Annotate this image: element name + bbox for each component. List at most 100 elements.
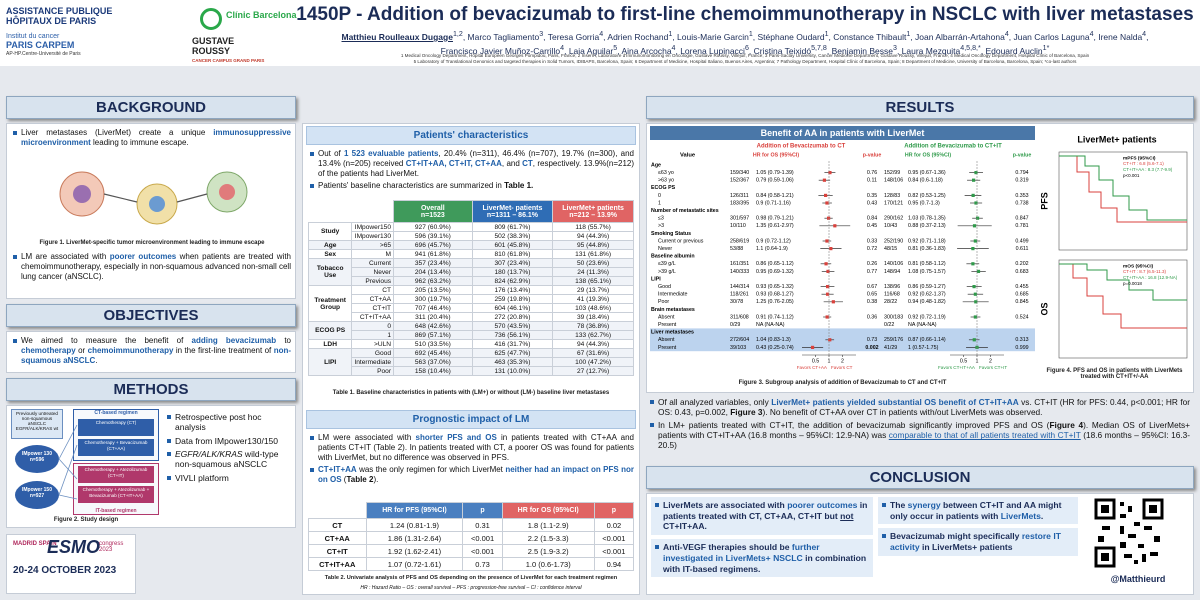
logo-text: GUSTAVE ROUSSY <box>192 36 235 56</box>
section-heading: METHODS <box>6 378 296 401</box>
text-run: leading to immune escape. <box>90 137 189 147</box>
p-cell: 0.738 <box>1015 200 1028 206</box>
text-run: , Irene Nalda <box>1093 31 1143 42</box>
text-run: , Cristina Teixidó <box>748 45 812 56</box>
cell: Previous <box>351 276 395 286</box>
cell: 869 (57.1%) <box>393 330 473 340</box>
congress-name: ESMO <box>47 537 101 557</box>
logo-text: AP-HP.Centre-Université de Paris <box>6 51 81 57</box>
p-cell: 0.353 <box>1015 193 1028 199</box>
bullet-marker <box>13 255 17 259</box>
table-1: Overall n=1523 LiverMet- patients n=1311 – … <box>307 200 634 376</box>
bullet-text: In LM+ patients treated with CT+IT, the … <box>658 420 1190 450</box>
text-run: , respectively. 13.9%(n=212) of the pati… <box>318 158 635 178</box>
n-cell: 148/106 <box>884 178 903 184</box>
p-cell: 0.524 <box>1015 314 1028 320</box>
superscript: 5 <box>613 43 618 52</box>
bullet-marker <box>310 436 314 440</box>
superscript: 6 <box>744 43 749 52</box>
highlight: Table 1. <box>504 181 534 191</box>
bullet-marker <box>310 152 314 156</box>
study-design: Previously untreated non-squamous aNSCLC… <box>11 409 161 515</box>
text-run: wild-type non-squamous aNSCLC <box>175 449 279 470</box>
row: Tobacco Use Current 357 (23.4%) 307 (23.4%)… <box>307 258 634 286</box>
n-cell: 258/619 <box>730 238 749 244</box>
group-cell: LIPI <box>307 348 353 376</box>
hr-cell: 0.91 (0.74-1.12) <box>756 314 794 320</box>
text-run: LM are associated with <box>21 252 110 261</box>
text-run: Data from IMpower130/150 <box>175 435 278 446</box>
figure-caption: Figure 3. Subgroup analysis of addition … <box>738 380 947 386</box>
p-cell: 0.33 <box>867 238 877 244</box>
km-curve <box>1059 155 1187 223</box>
legend-entry: CT+IT : 8.7 (6.5-11.3) <box>1123 269 1166 274</box>
cell: 205 (13.5%) <box>393 285 473 295</box>
hr-marker <box>972 338 976 342</box>
highlight: CT+IT+AA. <box>663 521 707 532</box>
congress-city: MADRID SPAIN <box>13 541 57 547</box>
group-cell: Sex <box>307 249 353 259</box>
cell: Current <box>351 258 395 268</box>
n-cell: 144/314 <box>730 284 749 290</box>
highlight: Matthieu Roulleaux Dugage <box>341 31 453 42</box>
row-label: Absent <box>658 337 675 343</box>
column-header: HR for OS (95%CI) <box>753 152 799 158</box>
p-cell: 0.38 <box>867 299 877 305</box>
section-heading: OBJECTIVES <box>6 304 296 327</box>
n-cell: 140/106 <box>884 261 903 267</box>
n-cell: 116/68 <box>884 292 900 298</box>
row: Never 204 (13.4%) 180 (13.7%) 24 (11.3%) <box>308 267 634 277</box>
cell: 570 (43.5%) <box>471 321 554 331</box>
highlight: CT <box>522 158 533 168</box>
author-line: Francisco Javier Muñoz-Carrillo4, Laia A… <box>290 43 1200 57</box>
logo-aphp: ASSISTANCE PUBLIQUE HÔPITAUX DE PARIS <box>6 6 112 26</box>
cell: 95 (44.8%) <box>552 240 634 250</box>
hr-cell: 0.93 (0.65-1.32) <box>756 284 794 290</box>
highlight: in LiverMets+ patients <box>919 542 1013 553</box>
hr-cell: 1.04 (0.83-1.3) <box>756 337 791 343</box>
row-label: >63 yo <box>658 178 674 184</box>
highlight: . <box>1040 510 1044 521</box>
bullet-text: LiverMets are associated with poorer out… <box>663 500 869 532</box>
text-run: , Stéphane Oudard <box>752 31 825 42</box>
hr-cell: 0.86 (0.65-1.12) <box>756 261 794 267</box>
bullets: Of all analyzed variables, only LiverMet… <box>650 397 1190 454</box>
bullet: The synergy between CT+IT and AA might o… <box>878 497 1078 525</box>
group-label: ECOG PS <box>651 185 676 191</box>
p-cell: 0.313 <box>1015 337 1028 343</box>
hr-marker <box>825 315 829 319</box>
row-label: ≤39 g/L <box>658 261 676 267</box>
p-cell: 0.36 <box>867 314 877 320</box>
row: LIPI Good 692 (45.4%) 625 (47.7%) 67 (31.6%) <box>307 348 634 376</box>
n-cell: 118/261 <box>730 292 749 298</box>
cell: >ULN <box>351 339 395 349</box>
row: LDH >ULN 510 (33.5%) 416 (31.7%) 94 (44.3%) <box>307 339 634 349</box>
bullet-text: Anti-VEGF therapies should be further in… <box>663 542 869 574</box>
hr-marker <box>829 247 833 251</box>
bullet: Retrospective post hoc analysis <box>167 412 293 433</box>
bullet-marker <box>650 400 654 404</box>
cell: <0.001 <box>593 544 635 558</box>
row-label: 0 <box>658 193 661 199</box>
text-run: . <box>95 355 98 365</box>
highlight: 1 523 evaluable patients <box>343 149 439 158</box>
cell: 604 (46.1%) <box>471 303 554 313</box>
bullet-text: LM are associated with poorer outcomes w… <box>21 252 291 281</box>
cell: 596 (39.1%) <box>393 231 473 241</box>
text-run: ). Median OS of LiverMets+ patients with… <box>658 420 1190 441</box>
cell: Intermediate <box>351 357 395 367</box>
hr-cell: 0.86 (0.59-1.27) <box>908 284 946 290</box>
row: CT+AA 1.86 (1.31-2.64) <0.001 2.2 (1.5-3.3)… <box>308 531 635 545</box>
hr-cell: 0.81 (0.36-1.83) <box>908 246 946 252</box>
highlight: CT+IT+AA, CT+IT, CT+AA <box>405 158 502 168</box>
cell: 357 (23.4%) <box>393 258 473 268</box>
row: Intermediate 563 (37.0%) 463 (35.3%) 100 (4… <box>308 357 634 367</box>
header-row: Overall n=1523 LiverMet- patients n=1311 – … <box>309 200 634 223</box>
p-cell: 0.685 <box>1015 292 1028 298</box>
p-cell: 0.455 <box>1015 284 1028 290</box>
hr-cell: 1.1 (0.64-1.9) <box>756 246 788 252</box>
hr-marker <box>971 193 975 197</box>
n-cell: 126/311 <box>730 193 749 199</box>
text-run: We aimed to measure the benefit of <box>21 336 192 345</box>
